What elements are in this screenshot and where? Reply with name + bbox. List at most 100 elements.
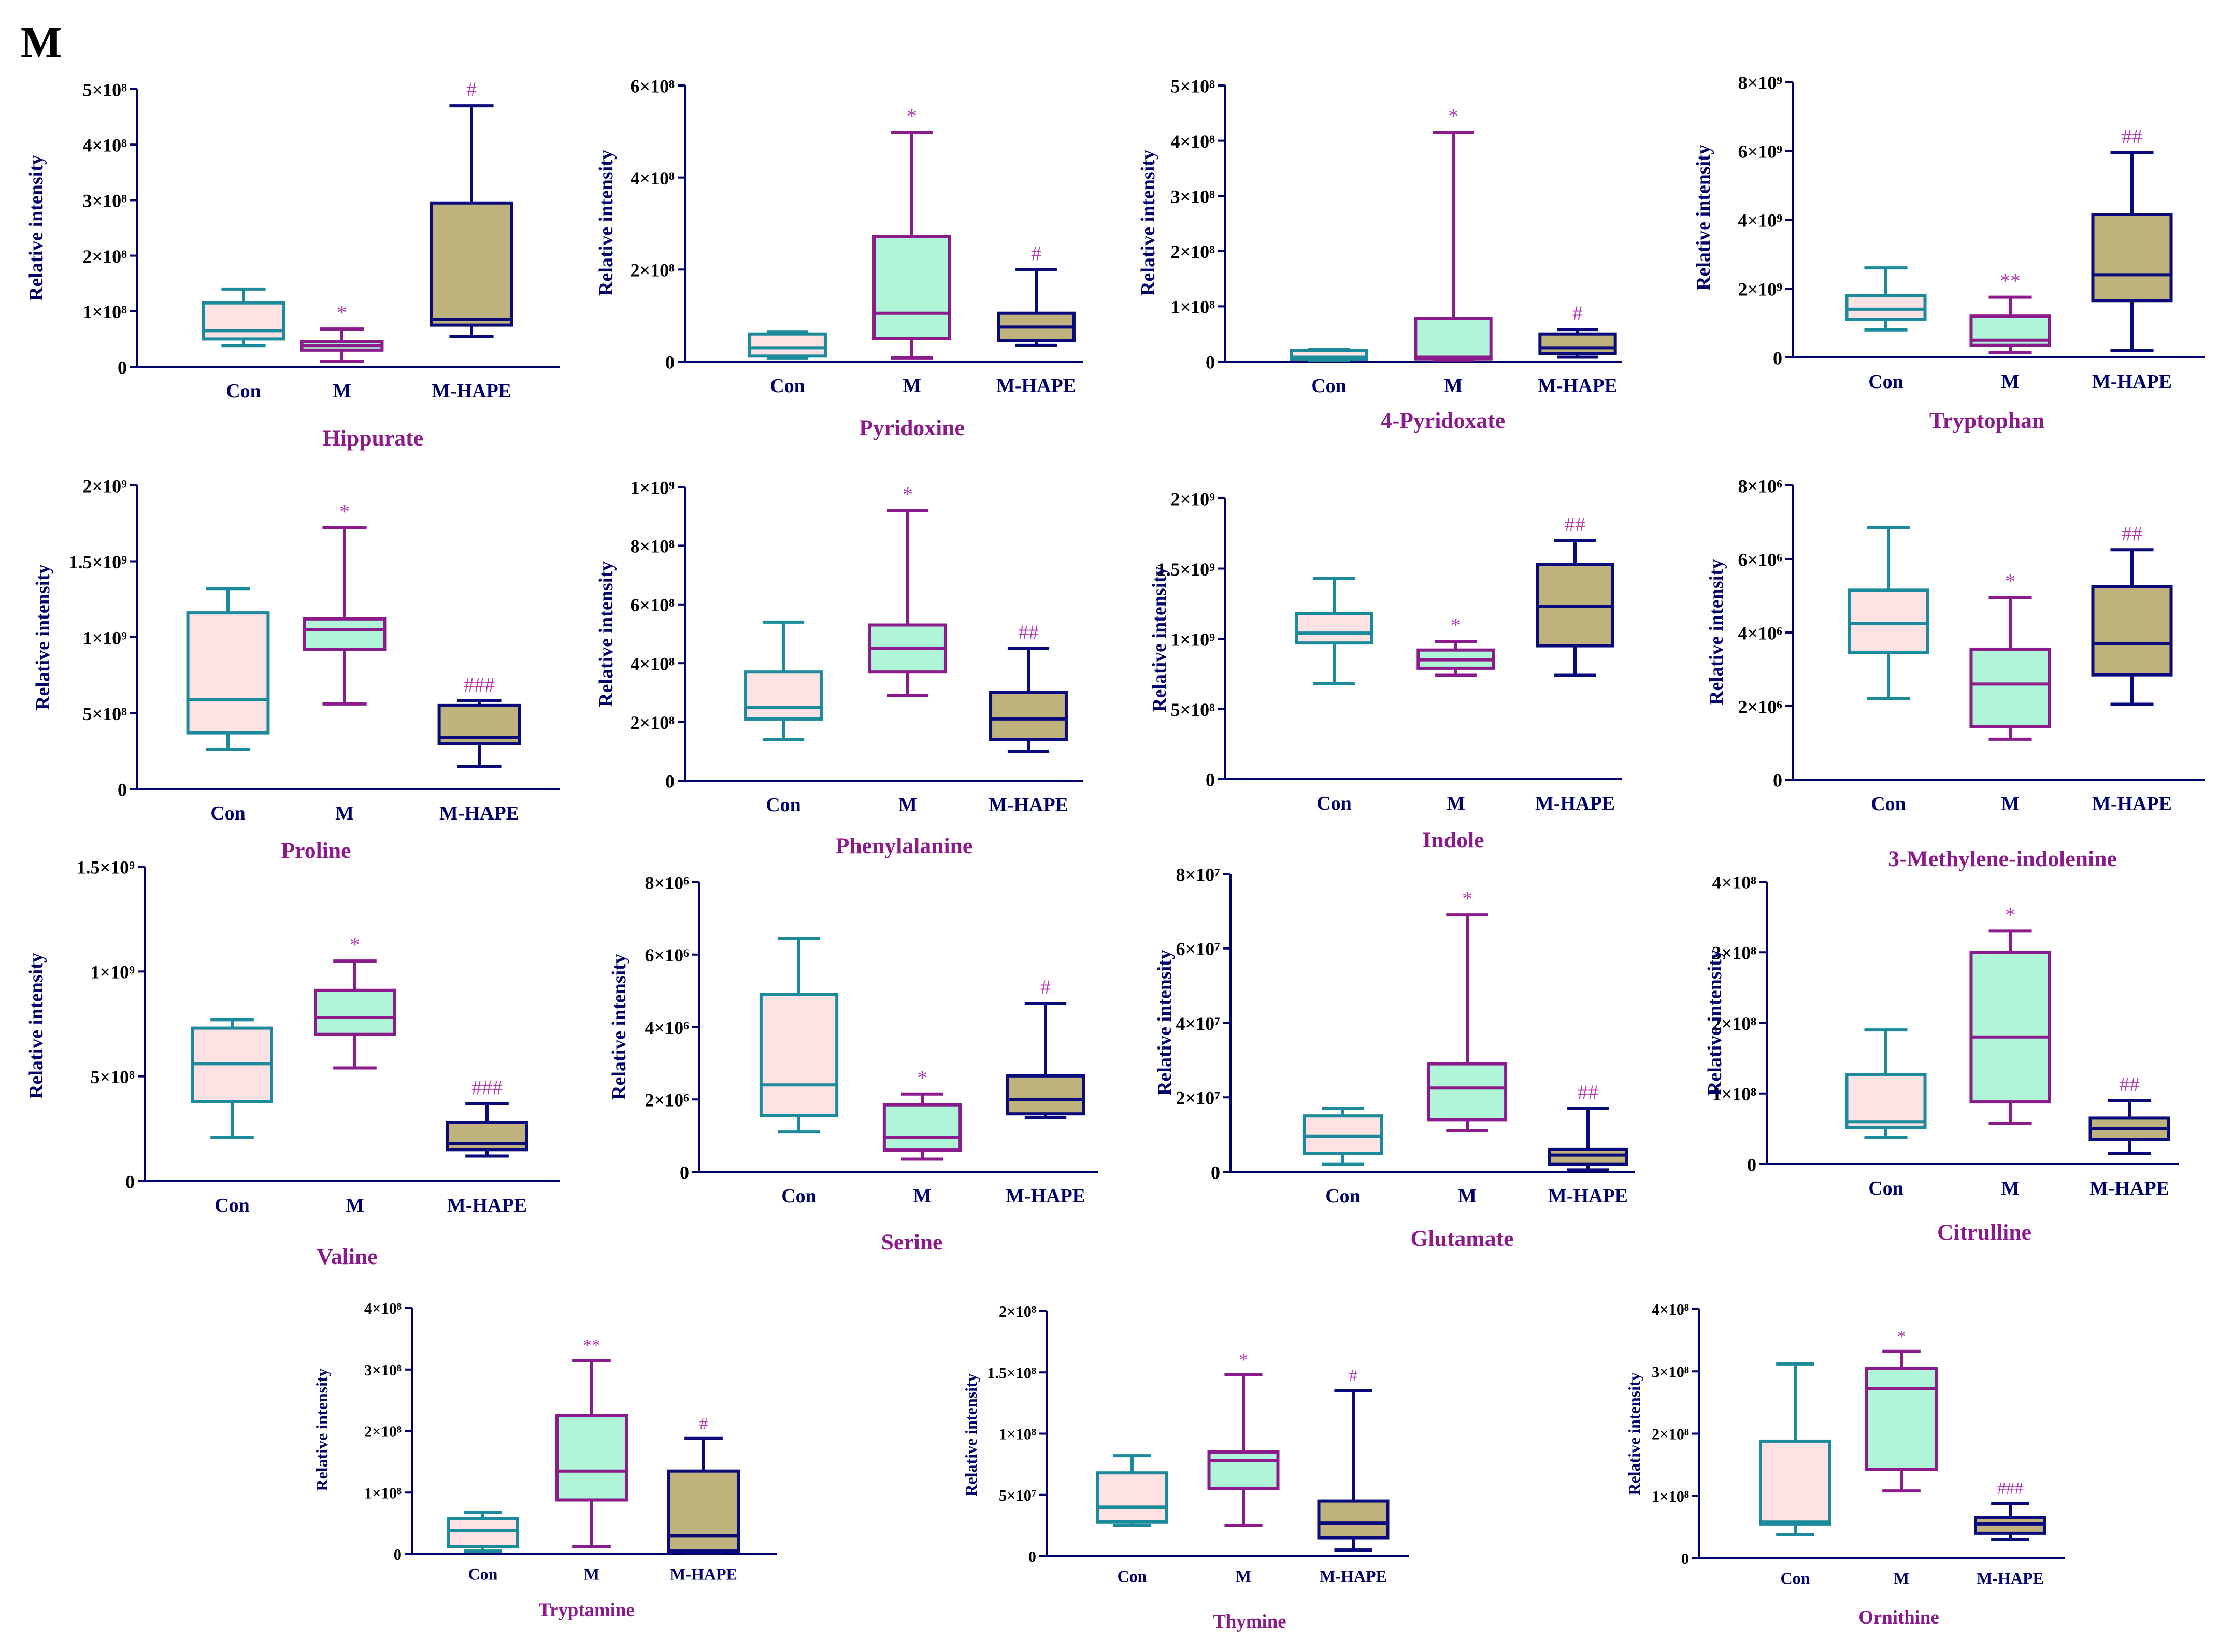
- category-label: Con: [1118, 1567, 1147, 1586]
- y-tick-label: 6×10⁸: [631, 595, 675, 615]
- category-label: Con: [1781, 1569, 1810, 1588]
- category-label: M: [2001, 793, 2020, 815]
- box-m-hape: ## M-HAPE: [2091, 124, 2173, 393]
- box-con: Con: [1290, 348, 1368, 397]
- category-label: Con: [214, 1195, 250, 1216]
- significance-mark: #: [1572, 301, 1583, 325]
- iqr-box: [748, 332, 827, 358]
- y-tick-label: 2×10⁸: [364, 1423, 402, 1441]
- y-tick-label: 5×10⁸: [1171, 699, 1215, 720]
- chart-9: 0 2×10⁶ 4×10⁶ 6×10⁶ 8×10⁶ Relative intensity S…: [608, 872, 1098, 1255]
- category-label: M: [2001, 371, 2020, 393]
- y-tick-label: 1.5×10⁹: [76, 857, 135, 878]
- y-tick-label: 4×10⁹: [1738, 210, 1783, 231]
- significance-mark: ##: [1018, 621, 1039, 644]
- box-con: Con: [1302, 1107, 1383, 1207]
- category-label: M: [1458, 1185, 1477, 1207]
- iqr-box: [2091, 213, 2173, 303]
- box-m: *M: [1427, 887, 1508, 1207]
- chart-title: 4-Pyridoxate: [1381, 408, 1505, 433]
- chart-title: 3-Methylene-indolenine: [1888, 846, 2117, 871]
- category-label: M-HAPE: [447, 1195, 527, 1216]
- y-tick-label: 4×10⁸: [631, 654, 675, 674]
- y-tick-label: 4×10⁶: [1738, 623, 1783, 643]
- y-tick-label: 0: [665, 352, 675, 372]
- significance-mark: *: [339, 500, 350, 523]
- y-tick-label: 0: [680, 1162, 689, 1183]
- box-con: Con: [748, 330, 827, 397]
- category-label: M-HAPE: [670, 1565, 737, 1584]
- box-con: Con: [759, 937, 839, 1207]
- significance-mark: #: [466, 78, 477, 101]
- y-tick-label: 2×10⁹: [1171, 489, 1215, 509]
- y-tick-label: 6×10⁷: [1176, 939, 1221, 959]
- iqr-box: [1096, 1471, 1168, 1524]
- box-m: ** M: [555, 1336, 628, 1584]
- y-tick-label: 0: [125, 1171, 135, 1192]
- y-tick-label: 2×10⁷: [1176, 1088, 1221, 1109]
- y-tick-label: 0: [1028, 1548, 1036, 1565]
- iqr-box: [555, 1414, 628, 1502]
- y-tick-label: 8×10⁶: [1738, 476, 1783, 496]
- y-tick-label: 0: [118, 357, 127, 378]
- category-label: M-HAPE: [2092, 371, 2172, 393]
- y-tick-label: 8×10⁶: [645, 872, 690, 893]
- chart-title: Phenylalanine: [836, 834, 973, 858]
- box-con: Con: [1845, 266, 1927, 393]
- significance-mark: *: [1448, 105, 1458, 128]
- iqr-box: [759, 993, 839, 1117]
- category-label: M-HAPE: [1548, 1185, 1628, 1207]
- box-m-hape: ## M-HAPE: [1548, 1081, 1628, 1207]
- y-tick-label: 4×10⁶: [645, 1017, 690, 1038]
- y-tick-label: 0: [394, 1546, 402, 1563]
- y-tick-label: 0: [1206, 352, 1215, 372]
- chart-0: 0 1×10⁸ 2×10⁸ 3×10⁸ 4×10⁸ 5×10⁸ Relative inten…: [25, 78, 560, 451]
- y-tick-label: 5×10⁸: [91, 1067, 135, 1087]
- significance-mark: ##: [2122, 124, 2142, 148]
- y-tick-label: 2×10⁶: [645, 1090, 690, 1111]
- iqr-box: [667, 1469, 740, 1553]
- category-label: M-HAPE: [2092, 793, 2172, 815]
- chart-title: Tryptophan: [1929, 408, 2045, 433]
- y-tick-label: 4×10⁸: [1652, 1301, 1689, 1318]
- iqr-box: [447, 1517, 519, 1548]
- box-m: *M: [300, 301, 384, 402]
- y-tick-label: 2×10⁶: [1738, 696, 1783, 717]
- box-m-hape: # M-HAPE: [667, 1414, 740, 1584]
- box-m-hape: # M-HAPE: [996, 241, 1076, 397]
- iqr-box: [1759, 1439, 1831, 1526]
- category-label: M: [2001, 1177, 2020, 1199]
- significance-mark: #: [699, 1414, 708, 1433]
- y-axis-label: Relative intensity: [1154, 950, 1176, 1096]
- box-m: *M: [868, 482, 947, 816]
- iqr-box: [1848, 588, 1929, 655]
- iqr-box: [202, 301, 285, 341]
- y-tick-label: 0: [1747, 1154, 1756, 1175]
- chart-13: 0 5×10⁷ 1×10⁸ 1.5×10⁸ 2×10⁸ Relative intensit…: [962, 1303, 1409, 1632]
- category-label: M: [1444, 375, 1463, 397]
- box-con: Con: [447, 1511, 519, 1584]
- box-con: Con: [186, 587, 270, 824]
- chart-title: Tryptamine: [538, 1599, 634, 1620]
- y-tick-label: 0: [1773, 770, 1782, 791]
- significance-mark: ##: [2119, 1072, 2140, 1096]
- category-label: M-HAPE: [1320, 1567, 1387, 1586]
- chart-5: 0 2×10⁸ 4×10⁸ 6×10⁸ 8×10⁸ 1×10⁹ Relative inten…: [595, 477, 1083, 858]
- y-tick-label: 5×10⁸: [83, 703, 127, 724]
- y-tick-label: 1×10⁸: [1712, 1084, 1757, 1104]
- chart-title: Valine: [317, 1244, 377, 1269]
- y-tick-label: 2×10⁸: [1171, 241, 1215, 262]
- significance-mark: #: [1031, 241, 1041, 265]
- y-tick-label: 4×10⁸: [631, 168, 675, 189]
- category-label: M-HAPE: [439, 802, 519, 824]
- y-tick-label: 2×10⁸: [1712, 1013, 1757, 1034]
- category-label: Con: [1316, 793, 1352, 814]
- chart-14: 0 1×10⁸ 2×10⁸ 3×10⁸ 4×10⁸ Relative intensity O…: [1625, 1301, 2065, 1628]
- box-m: *M: [1969, 570, 2051, 815]
- category-label: M: [584, 1565, 599, 1584]
- significance-mark: *: [2005, 903, 2015, 926]
- box-m-hape: ### M-HAPE: [446, 1075, 528, 1216]
- y-tick-label: 3×10⁸: [1712, 943, 1757, 964]
- category-label: M-HAPE: [989, 794, 1068, 816]
- category-label: Con: [1311, 375, 1347, 397]
